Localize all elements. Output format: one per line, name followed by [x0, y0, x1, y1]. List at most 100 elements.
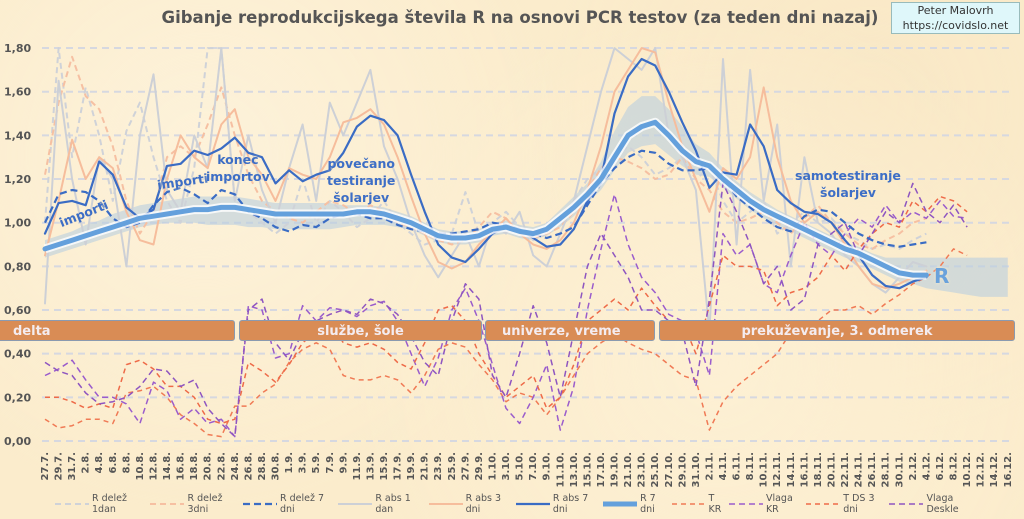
legend-swatch [806, 503, 841, 505]
x-tick-label: 10.8. [135, 452, 146, 480]
x-tick-label: 29.10. [677, 452, 688, 487]
x-tick-label: 8.11. [745, 452, 756, 480]
annotation-line: konec [217, 152, 259, 167]
x-tick-label: 12.8. [148, 452, 159, 480]
x-tick-label: 5.10. [515, 452, 526, 480]
x-tick-label: 27.10. [664, 452, 675, 487]
x-tick-label: 20.8. [203, 452, 214, 480]
legend-label: R 7 dni [640, 493, 656, 515]
series-r-dele-3dni [44, 55, 927, 250]
x-tick-label: 3.10. [501, 452, 512, 480]
y-tick-label: 0,20 [4, 391, 31, 404]
x-tick-label: 23.9. [433, 452, 444, 480]
x-tick-label: 19.10. [610, 452, 621, 487]
x-tick-label: 4.11. [718, 452, 729, 480]
x-tick-label: 20.11. [826, 452, 837, 487]
x-tick-label: 15.10. [582, 452, 593, 487]
x-tick-label: 9.9. [338, 452, 349, 474]
x-tick-label: 2.11. [704, 452, 715, 480]
legend-item: T KR [671, 493, 729, 515]
x-tick-label: 10.11. [759, 452, 770, 487]
x-tick-label: 14.8. [162, 452, 173, 480]
annotation-line: importov [206, 169, 270, 184]
y-tick-label: 1,20 [4, 173, 31, 186]
x-tick-label: 15.9. [379, 452, 390, 480]
x-tick-label: 3.9. [298, 452, 309, 474]
x-tick-label: 21.10. [623, 452, 634, 487]
x-tick-label: 6.11. [732, 452, 743, 480]
x-tick-label: 5.9. [311, 452, 322, 474]
x-tick-label: 17.10. [596, 452, 607, 487]
x-axis-labels: 27.7. 29.7. 31.7. 2.8. 4.8. 6.8. 8.8. 10.8. 12.8… [40, 452, 1014, 487]
x-tick-label: 31.7. [67, 452, 78, 480]
x-tick-label: 16.11. [799, 452, 810, 487]
annotation-povecano-testiranje: povečano testiranje šolarjev [327, 155, 395, 206]
annotation-konec-importov: konec importov [206, 151, 270, 185]
legend-item: R delež 3dni [150, 493, 242, 515]
x-tick-label: 12.12. [976, 452, 987, 487]
legend-label: R abs 1 dan [375, 493, 411, 515]
x-tick-label: 29.9. [474, 452, 485, 480]
x-tick-label: 2.8. [81, 452, 92, 474]
source-author: Peter Malovrh [917, 4, 994, 17]
x-tick-label: 11.10. [555, 452, 566, 487]
x-tick-label: 19.9. [406, 452, 417, 480]
x-tick-label: 16.8. [176, 452, 187, 480]
x-tick-label: 14.11. [786, 452, 797, 487]
annotation-r-label: R [934, 264, 950, 288]
x-tick-label: 27.9. [460, 452, 471, 480]
x-tick-label: 29.7. [54, 452, 65, 480]
x-tick-label: 16.12. [1003, 452, 1014, 487]
legend-item: T DS 3 dni [806, 493, 889, 515]
legend-item: Vlaga KR [728, 493, 806, 515]
annotation-line: samotestiranje [795, 168, 901, 183]
x-tick-label: 14.12. [989, 452, 1000, 487]
x-tick-label: 8.8. [121, 452, 132, 474]
series-t-ds-3-dni [45, 195, 968, 425]
legend: R delež 1dan R delež 3dni R delež 7 dni R a… [55, 493, 985, 515]
source-box[interactable]: Peter Malovrh https://covidslo.net [891, 2, 1020, 34]
x-tick-label: 24.8. [230, 452, 241, 480]
y-tick-label: 0,80 [4, 260, 31, 273]
x-tick-label: 17.9. [393, 452, 404, 480]
x-tick-label: 28.8. [257, 452, 268, 480]
legend-item: R 7 dni [603, 493, 672, 515]
x-tick-label: 8.12. [949, 452, 960, 480]
series-r-abs-1-dan [44, 47, 928, 333]
legend-item: R abs 7 dni [515, 493, 603, 515]
phase-prekuzevanje: prekuževanje, 3. odmerek [659, 320, 1015, 341]
x-tick-label: 30.11. [894, 452, 905, 487]
x-tick-label: 23.10. [637, 452, 648, 487]
x-tick-label: 28.11. [881, 452, 892, 487]
x-tick-label: 6.8. [108, 452, 119, 474]
x-tick-label: 22.11. [840, 452, 851, 487]
legend-label: T DS 3 dni [843, 493, 875, 515]
y-axis-labels: 0,00 0,20 0,40 0,60 0,80 1,00 1,20 1,40 1,60 1,80 [4, 42, 31, 448]
x-tick-label: 1.10. [487, 452, 498, 480]
legend-label: Vlaga Deskle [926, 493, 959, 515]
x-tick-label: 4.8. [94, 452, 105, 474]
legend-swatch [603, 501, 638, 507]
annotation-samotestiranje: samotestiranje šolarjev [795, 167, 901, 201]
x-tick-label: 6.12. [935, 452, 946, 480]
y-tick-label: 0,40 [4, 348, 31, 361]
annotation-line: šolarjev [820, 185, 876, 200]
legend-label: R delež 3dni [187, 493, 223, 515]
legend-item: Vlaga Deskle [889, 493, 985, 515]
x-tick-label: 13.10. [569, 452, 580, 487]
legend-swatch [242, 502, 277, 506]
legend-swatch [728, 503, 763, 505]
legend-label: R delež 1dan [92, 493, 127, 515]
legend-swatch [55, 503, 89, 505]
series-vlaga-deskle [44, 182, 968, 438]
x-tick-label: 25.10. [650, 452, 661, 487]
legend-swatch [671, 503, 706, 505]
source-url[interactable]: https://covidslo.net [902, 19, 1009, 32]
annotation-line: šolarjev [333, 190, 390, 205]
y-tick-label: 1,00 [4, 217, 31, 230]
legend-label: R delež 7 dni [279, 493, 325, 515]
x-tick-label: 12.11. [772, 452, 783, 487]
legend-swatch [338, 503, 373, 505]
legend-label: R abs 7 dni [552, 493, 589, 515]
